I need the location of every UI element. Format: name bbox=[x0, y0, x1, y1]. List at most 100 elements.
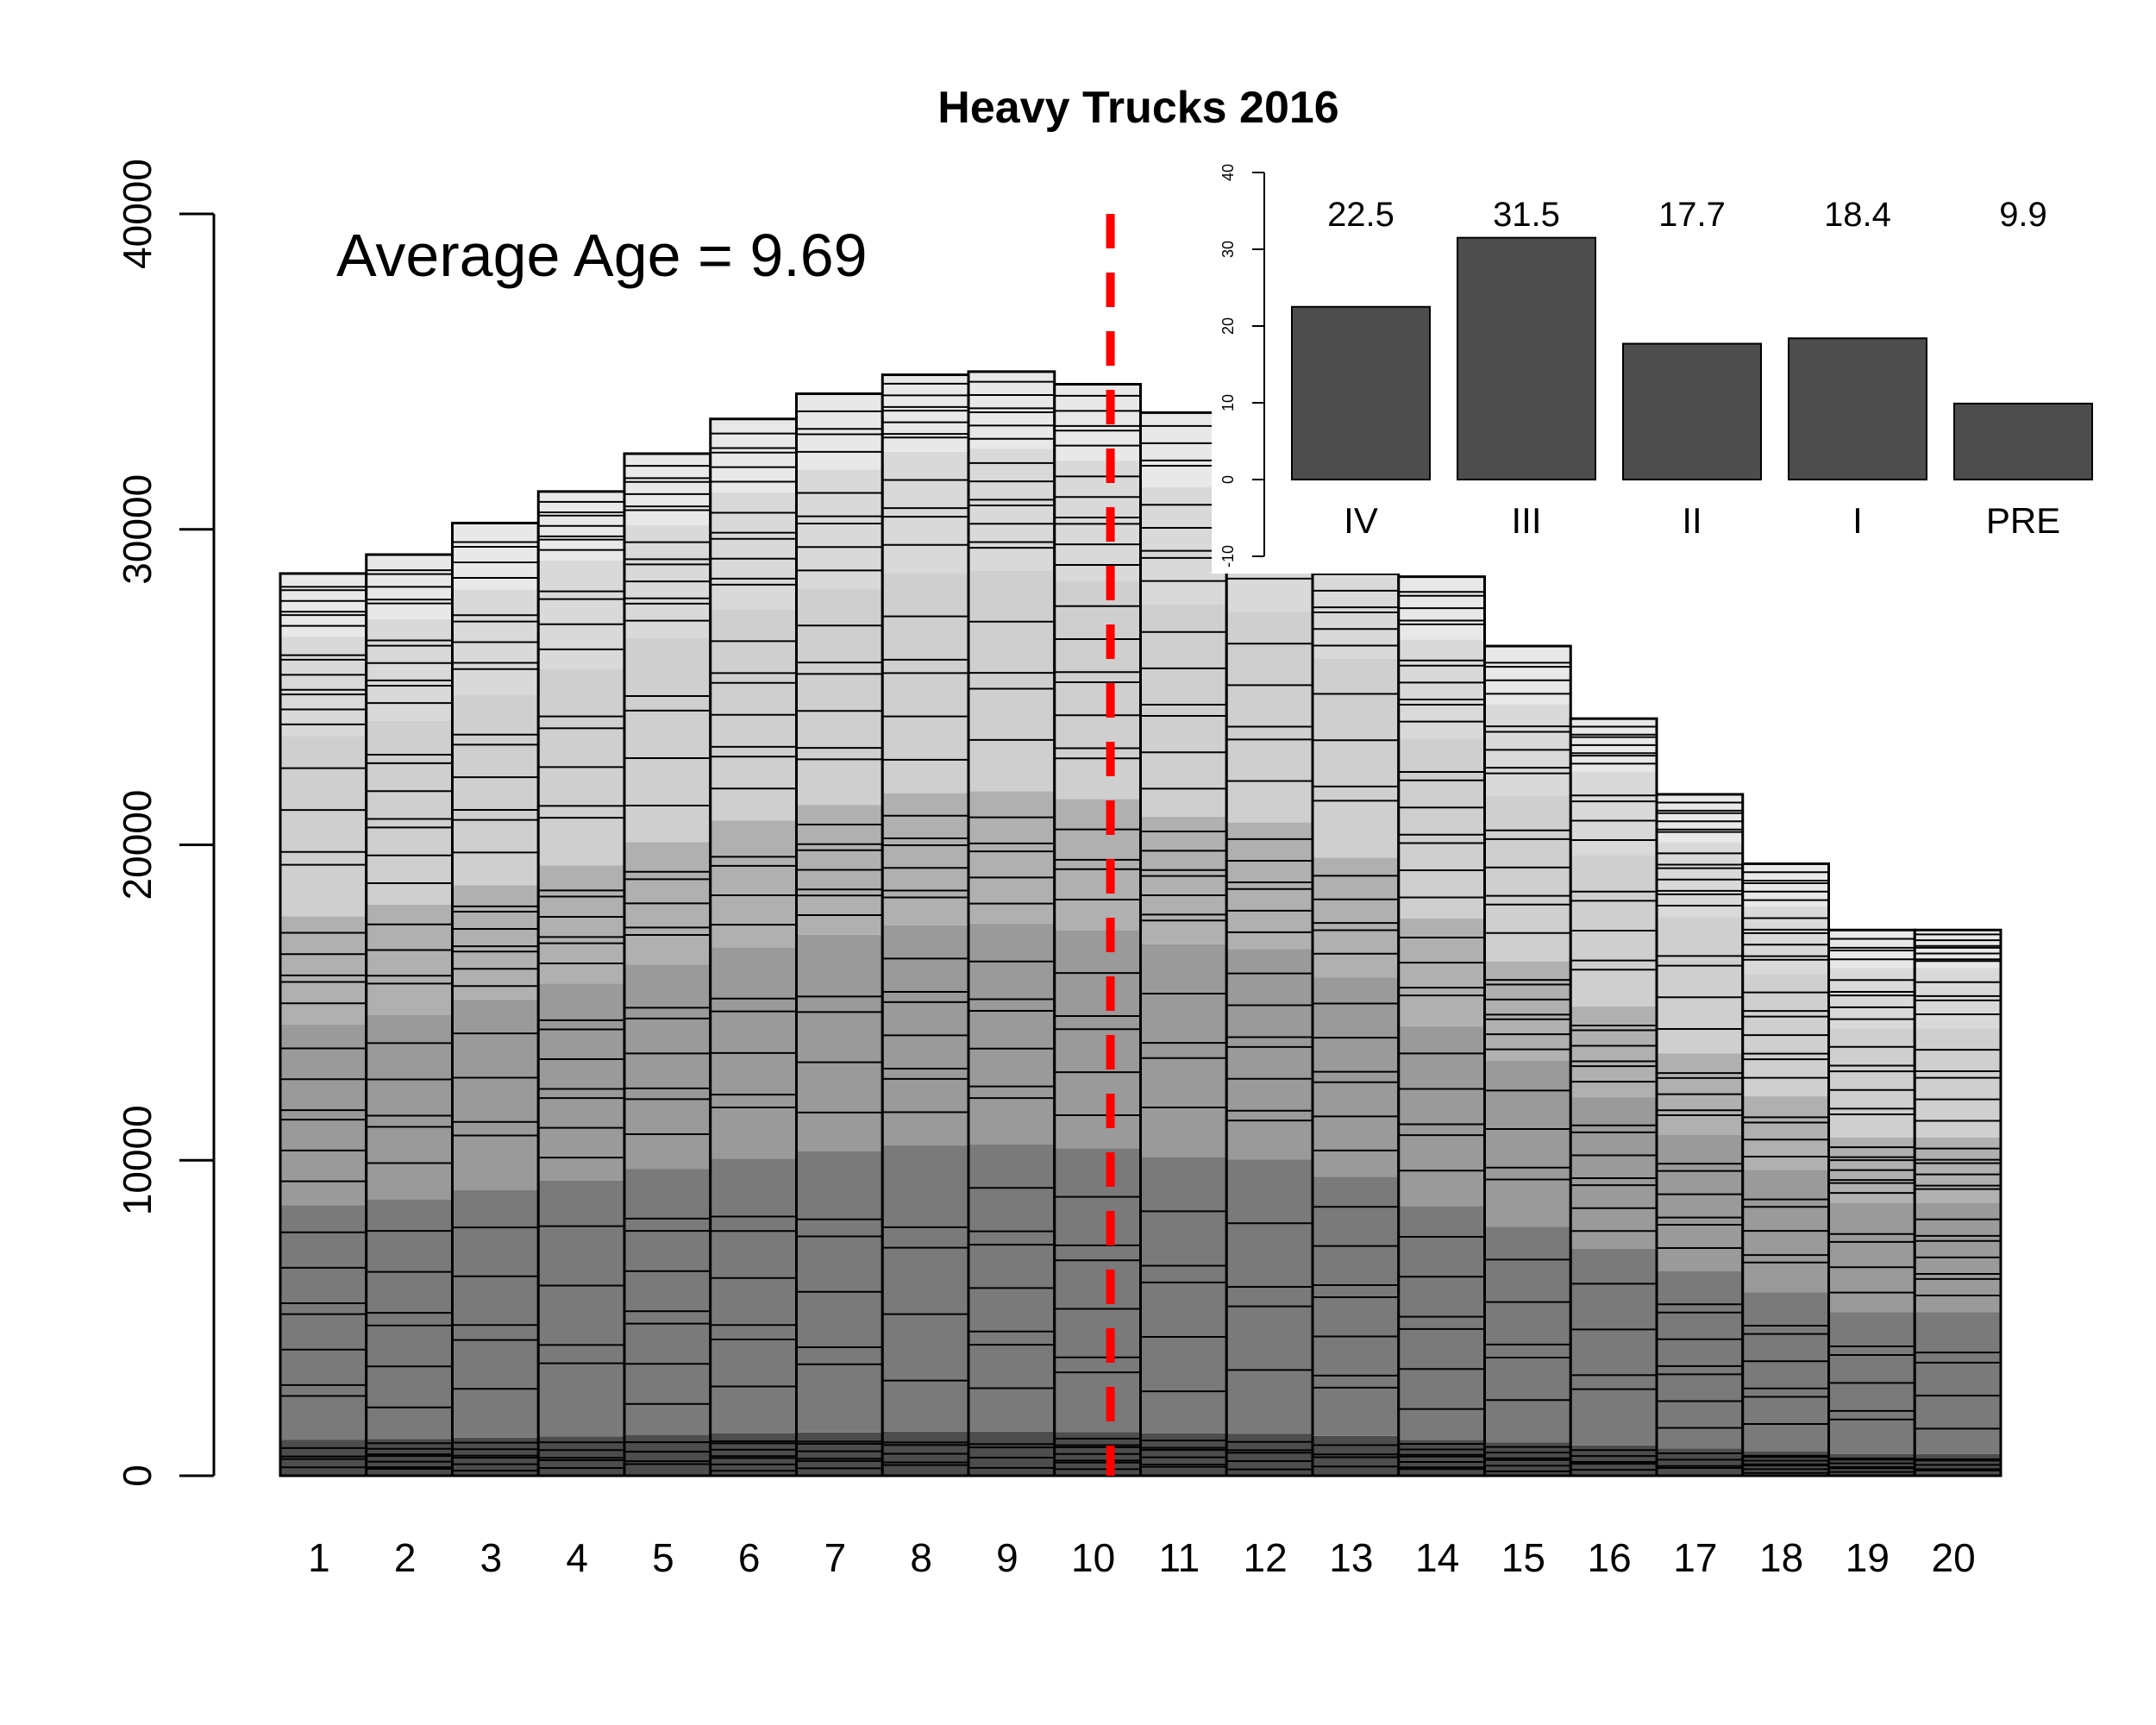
inset-bar-I bbox=[1788, 337, 1927, 480]
stacked-bar-12 bbox=[1225, 420, 1314, 1477]
bar-segment bbox=[1657, 1270, 1743, 1449]
bar-segment bbox=[1915, 1312, 2001, 1454]
bar-segment bbox=[1054, 384, 1141, 461]
inset-bar-IV bbox=[1291, 305, 1431, 480]
bar-segment bbox=[452, 523, 539, 590]
bar-segment bbox=[1140, 1433, 1227, 1476]
inset-category-label: II bbox=[1682, 500, 1702, 541]
y-tick-label: 0 bbox=[115, 1465, 160, 1487]
bar-segment bbox=[1915, 1137, 2001, 1203]
bar-segment bbox=[366, 720, 453, 905]
bar-segment bbox=[882, 451, 968, 574]
bar-segment bbox=[1054, 580, 1141, 800]
stacked-bar-7 bbox=[795, 392, 884, 1477]
bar-segment bbox=[624, 1169, 711, 1435]
bar-segment bbox=[538, 560, 624, 669]
bar-segment bbox=[968, 791, 1055, 924]
bar-segment bbox=[710, 1433, 797, 1476]
x-tick-label: 17 bbox=[1673, 1535, 1717, 1580]
bar-segment bbox=[882, 1145, 968, 1432]
bar-segment bbox=[538, 1180, 624, 1437]
bar-segment bbox=[710, 820, 797, 948]
bar-segment bbox=[366, 1015, 453, 1200]
bar-segment bbox=[1915, 1028, 2001, 1138]
bar-segment bbox=[366, 1439, 453, 1476]
inset-category-label: I bbox=[1852, 500, 1863, 541]
x-tick-label: 15 bbox=[1501, 1535, 1545, 1580]
x-tick-label: 1 bbox=[308, 1535, 330, 1580]
inset-bars-group: 22.5 IV 31.5 III 17.7 II 18.4 I 9.9 PRE bbox=[1291, 196, 2093, 541]
bar-segment bbox=[280, 1024, 367, 1206]
stacked-bar-3 bbox=[451, 521, 540, 1477]
bar-segment bbox=[1484, 1061, 1571, 1227]
bar-segment bbox=[968, 570, 1055, 792]
bar-segment bbox=[366, 904, 453, 1016]
bar-segment bbox=[1313, 1435, 1399, 1476]
bar-segment bbox=[1398, 1206, 1485, 1440]
bar-segment bbox=[1742, 1096, 1829, 1170]
bar-segment bbox=[1140, 944, 1227, 1157]
stacked-bar-1 bbox=[279, 572, 368, 1477]
bar-segment bbox=[1054, 1148, 1141, 1433]
bar-segment bbox=[796, 393, 883, 470]
x-tick-label: 12 bbox=[1244, 1535, 1288, 1580]
x-tick-label: 8 bbox=[910, 1535, 932, 1580]
bar-segment bbox=[796, 588, 883, 806]
bar-segment bbox=[280, 573, 367, 637]
bar-segment bbox=[1484, 646, 1571, 705]
bar-segment bbox=[1054, 461, 1141, 581]
bar-segment bbox=[710, 1158, 797, 1433]
main-bars-group bbox=[279, 370, 2002, 1477]
bar-segment bbox=[1657, 794, 1743, 843]
inset-bar-PRE bbox=[1953, 402, 2093, 481]
bar-segment bbox=[452, 885, 539, 1000]
stacked-bar-8 bbox=[881, 373, 970, 1477]
x-tick-label: 2 bbox=[394, 1535, 417, 1580]
x-tick-label: 20 bbox=[1932, 1535, 1976, 1580]
inset-category-label: PRE bbox=[1986, 500, 2060, 541]
x-tick-label: 18 bbox=[1759, 1535, 1803, 1580]
bar-segment bbox=[1915, 930, 2001, 969]
x-tick-label: 6 bbox=[738, 1535, 761, 1580]
bar-segment bbox=[1140, 604, 1227, 817]
bar-segment bbox=[280, 637, 367, 737]
bar-segment bbox=[1226, 949, 1313, 1160]
bar-segment bbox=[366, 618, 453, 721]
bar-segment bbox=[1313, 1176, 1399, 1436]
inset-y-tick-label: 0 bbox=[1219, 475, 1237, 484]
x-tick-label: 4 bbox=[566, 1535, 588, 1580]
bar-segment bbox=[624, 964, 711, 1170]
bar-segment bbox=[1140, 816, 1227, 944]
x-tick-label: 16 bbox=[1588, 1535, 1632, 1580]
bar-segment bbox=[796, 934, 883, 1151]
bar-segment bbox=[624, 453, 711, 525]
bar-segment bbox=[1570, 1097, 1657, 1249]
inset-bar-II bbox=[1622, 342, 1762, 480]
bar-segment bbox=[624, 1434, 711, 1476]
bar-segment bbox=[1484, 1226, 1571, 1443]
bar-segment bbox=[1226, 822, 1313, 950]
bar-segment bbox=[1313, 977, 1399, 1177]
bar-segment bbox=[452, 694, 539, 886]
x-axis-labels: 1 2 3 4 5 6 7 8 9 10 11 12 13 14 15 16 17 18 19 20 bbox=[308, 1535, 1976, 1580]
bar-segment bbox=[1828, 930, 1915, 969]
inset-value-label: 31.5 bbox=[1493, 196, 1560, 234]
bar-segment bbox=[1054, 930, 1141, 1149]
bar-segment bbox=[1398, 639, 1485, 739]
bar-segment bbox=[280, 1440, 367, 1476]
bar-segment bbox=[1484, 795, 1571, 962]
bar-segment bbox=[1657, 917, 1743, 1054]
bar-outline bbox=[1913, 928, 2002, 1477]
stacked-bar-13 bbox=[1311, 477, 1401, 1477]
bar-segment bbox=[1398, 1026, 1485, 1207]
chart-title: Heavy Trucks 2016 bbox=[937, 83, 1338, 133]
bar-segment bbox=[280, 1205, 367, 1440]
stacked-bar-6 bbox=[709, 417, 798, 1477]
x-tick-label: 14 bbox=[1415, 1535, 1459, 1580]
bar-segment bbox=[1828, 1202, 1915, 1313]
stacked-bar-19 bbox=[1827, 928, 1916, 1477]
bar-segment bbox=[1484, 961, 1571, 1062]
inset-category-label: III bbox=[1511, 500, 1541, 541]
bar-segment bbox=[452, 1437, 539, 1476]
stacked-bar-14 bbox=[1397, 575, 1486, 1477]
